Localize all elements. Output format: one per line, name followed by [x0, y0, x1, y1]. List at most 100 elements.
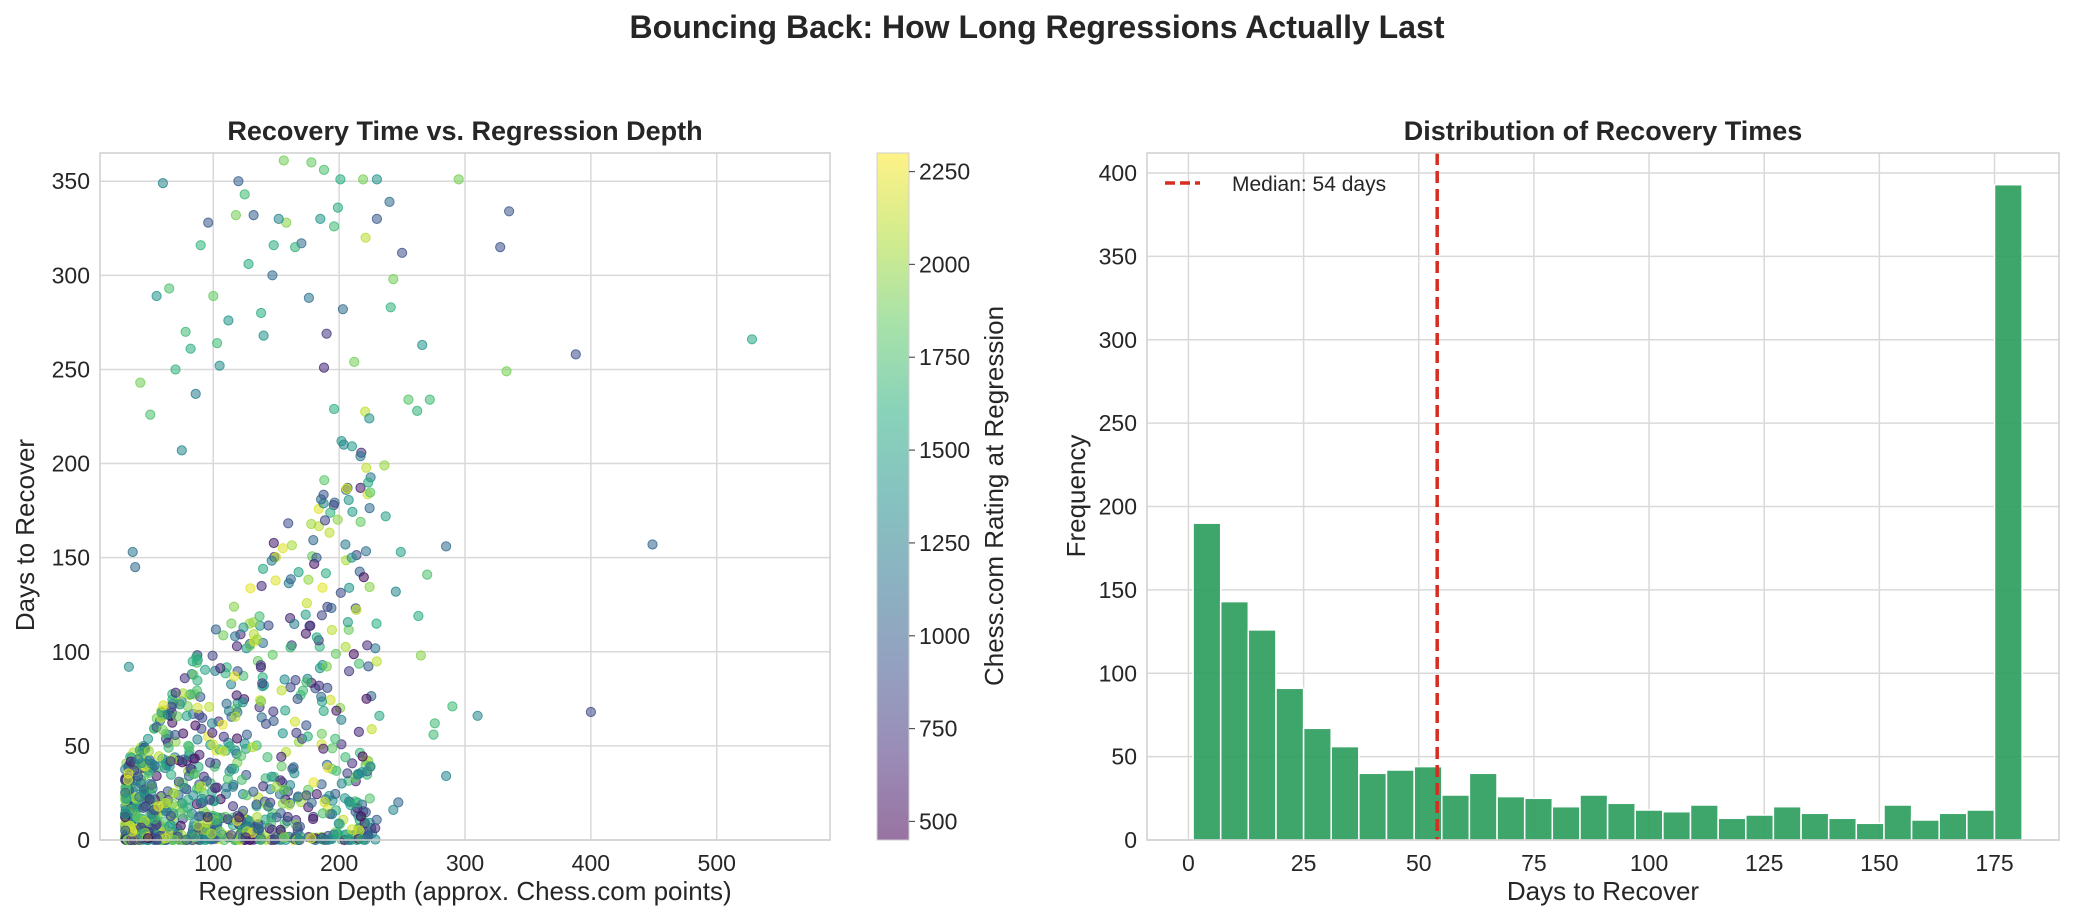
- scatter-point: [170, 364, 181, 375]
- scatter-point: [358, 174, 369, 185]
- histogram-bar: [1523, 797, 1554, 841]
- scatter-point: [158, 725, 169, 736]
- histogram-y-tick-label: 150: [1099, 577, 1137, 603]
- scatter-point: [331, 829, 343, 840]
- scatter-point: [230, 631, 241, 642]
- scatter-point: [415, 650, 426, 661]
- scatter-point: [306, 518, 317, 530]
- histogram-bar: [1219, 600, 1250, 841]
- histogram-y-tick-label: 50: [1111, 744, 1137, 770]
- scatter-point: [322, 601, 333, 613]
- scatter-point: [166, 769, 177, 780]
- scatter-point: [306, 157, 317, 168]
- histogram-y-tick-label: 250: [1099, 410, 1137, 436]
- scatter-point: [178, 754, 189, 765]
- scatter-point: [233, 176, 244, 187]
- scatter-point: [344, 666, 355, 677]
- histogram-bar: [1800, 812, 1830, 841]
- scatter-point: [248, 210, 259, 221]
- histogram-bar: [1855, 822, 1885, 841]
- scatter-point: [254, 611, 265, 622]
- scatter-point: [364, 503, 375, 514]
- scatter-point: [324, 527, 335, 538]
- scatter-point: [138, 802, 149, 814]
- scatter-point: [336, 714, 347, 725]
- scatter-x-tick-label: 200: [320, 850, 358, 876]
- scatter-point: [337, 304, 348, 315]
- scatter-point: [222, 773, 233, 785]
- scatter-point: [371, 814, 382, 825]
- scatter-point: [121, 793, 132, 804]
- colorbar-tick-label: 750: [919, 716, 957, 742]
- scatter-point: [585, 706, 597, 718]
- histogram-bar: [1966, 809, 1996, 841]
- scatter-point: [327, 743, 338, 754]
- scatter-point: [335, 174, 346, 185]
- scatter-point: [191, 685, 203, 696]
- scatter-point: [195, 240, 206, 251]
- scatter-point: [252, 634, 263, 645]
- colorbar-tick-label: 2000: [919, 251, 970, 277]
- scatter-point: [364, 793, 375, 804]
- scatter-point: [300, 609, 311, 620]
- scatter-point: [380, 511, 391, 522]
- scatter-point: [202, 812, 213, 823]
- scatter-point: [319, 796, 330, 808]
- scatter-point: [234, 812, 245, 823]
- scatter-point: [276, 761, 287, 772]
- scatter-point: [267, 649, 278, 660]
- scatter-point: [164, 821, 175, 832]
- scatter-point: [208, 739, 219, 750]
- scatter-point: [330, 733, 341, 745]
- scatter-point: [268, 706, 279, 717]
- histogram-y-tick-label: 350: [1099, 243, 1137, 269]
- scatter-point: [288, 762, 299, 773]
- scatter-point: [361, 693, 372, 704]
- scatter-point: [120, 808, 131, 819]
- scatter-point: [290, 242, 301, 253]
- scatter-point: [325, 694, 336, 706]
- scatter-point: [191, 651, 202, 663]
- histogram-bar: [1745, 814, 1775, 841]
- scatter-point: [207, 650, 218, 661]
- colorbar-tick-label: 1500: [919, 437, 970, 463]
- scatter-point: [311, 789, 322, 800]
- scatter-point: [366, 724, 377, 735]
- scatter-point: [230, 210, 241, 221]
- scatter-point: [173, 776, 184, 787]
- scatter-point: [183, 740, 194, 751]
- scatter-point: [306, 833, 317, 844]
- scatter-point: [212, 338, 223, 349]
- scatter-y-tick-label: 300: [52, 262, 90, 288]
- scatter-point: [266, 555, 277, 566]
- scatter-point: [319, 515, 331, 526]
- scatter-y-tick-label: 0: [77, 827, 90, 853]
- scatter-point: [169, 788, 180, 799]
- histogram-bar: [1358, 772, 1388, 841]
- scatter-point: [146, 779, 157, 791]
- scatter-point: [335, 587, 346, 598]
- scatter-point: [230, 711, 241, 722]
- histogram-y-tick-label: 200: [1099, 494, 1137, 520]
- scatter-point: [322, 762, 333, 773]
- scatter-point: [320, 568, 331, 579]
- scatter-point: [340, 752, 351, 763]
- scatter-point: [316, 728, 327, 739]
- scatter-point: [270, 575, 281, 586]
- histogram-x-tick-label: 75: [1521, 850, 1547, 876]
- scatter-point: [276, 685, 287, 696]
- scatter-point: [142, 833, 154, 844]
- scatter-point: [163, 742, 174, 753]
- scatter-point: [222, 814, 233, 825]
- scatter-point: [297, 685, 309, 696]
- colorbar-ticks: 500 750 1000 1250 1500 1750 2000 2250: [909, 159, 970, 834]
- scatter-point: [221, 698, 232, 709]
- scatter-point: [192, 702, 203, 714]
- scatter-point: [120, 825, 131, 836]
- scatter-point: [177, 798, 188, 809]
- scatter-point: [132, 812, 143, 823]
- scatter-point: [256, 580, 267, 592]
- scatter-point: [284, 799, 295, 810]
- scatter-point: [317, 808, 328, 819]
- scatter-point: [379, 460, 390, 471]
